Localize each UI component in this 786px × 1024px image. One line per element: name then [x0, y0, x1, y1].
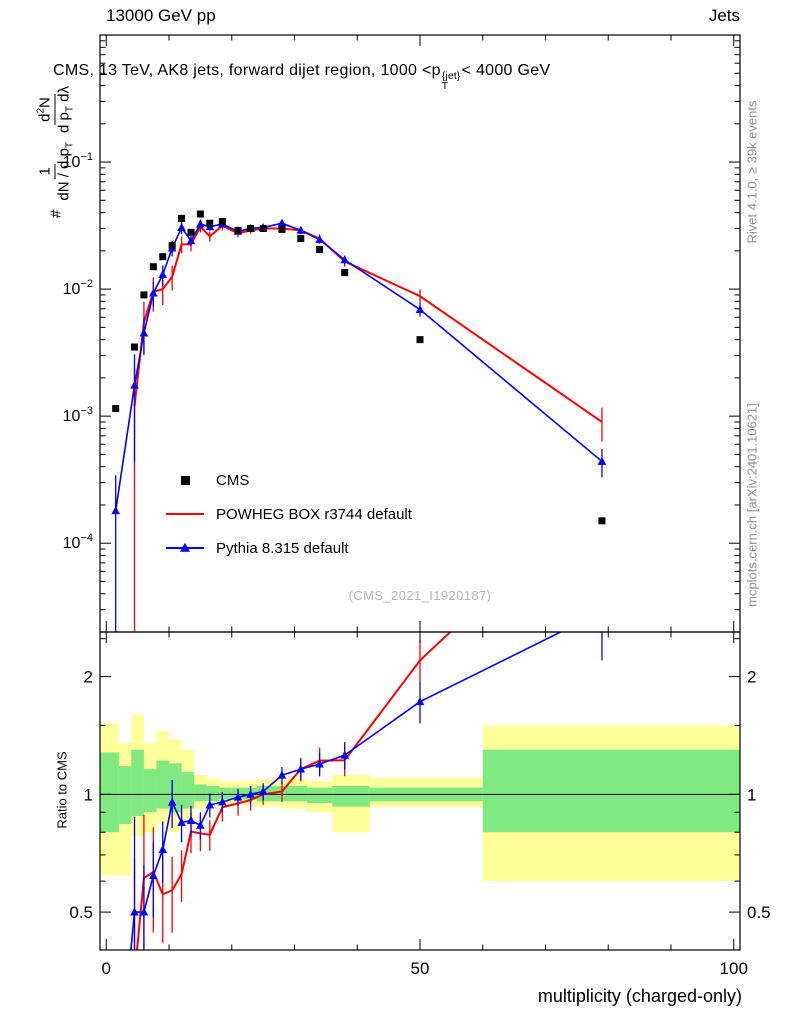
- legend: CMS POWHEG BOX r3744 default Pythia 8.31…: [163, 463, 412, 565]
- ratio-uncertainty-bands: [100, 714, 740, 882]
- svg-text:50: 50: [411, 959, 430, 978]
- plot-title-pre: CMS, 13 TeV, AK8 jets, forward dijet reg…: [53, 62, 441, 79]
- legend-item-powheg: POWHEG BOX r3744 default: [163, 497, 412, 531]
- legend-item-pythia: Pythia 8.315 default: [163, 531, 412, 565]
- axis-ticks: [100, 35, 740, 950]
- plot-title: CMS, 13 TeV, AK8 jets, forward dijet reg…: [53, 62, 550, 91]
- mcplots-arxiv-label: mcplots.cern.ch [arXiv:2401.10621]: [744, 403, 760, 607]
- pythia-triangle-marker-icon: [180, 542, 190, 552]
- powheg-line-marker-icon: [166, 513, 204, 515]
- rivet-version-label: Rivet 4.1.0, ≥ 39k events: [744, 100, 760, 244]
- header-beam-energy: 13000 GeV pp: [106, 6, 216, 25]
- svg-text:2: 2: [747, 668, 756, 687]
- svg-text:10−1: 10−1: [63, 151, 93, 171]
- header-process: Jets: [708, 6, 740, 25]
- legend-label-powheg: POWHEG BOX r3744 default: [216, 505, 412, 523]
- svg-text:100: 100: [720, 959, 748, 978]
- plot-title-supsub: {jet} T: [442, 72, 461, 91]
- legend-item-cms: CMS: [163, 463, 412, 497]
- svg-text:10−3: 10−3: [63, 405, 93, 425]
- main-series-pythia: [111, 218, 607, 632]
- ylabel-fraction-1: 1 dN / d pT: [36, 142, 75, 201]
- ratio-y-axis-label: Ratio to CMS: [54, 751, 70, 829]
- svg-text:0.5: 0.5: [69, 903, 93, 922]
- legend-label-pythia: Pythia 8.315 default: [216, 539, 349, 557]
- cms-square-marker-icon: [180, 475, 190, 485]
- ylabel-hash: #: [47, 209, 65, 218]
- plot-title-post: < 4000 GeV: [461, 62, 551, 79]
- plot-title-sub: T: [441, 80, 449, 92]
- svg-text:2: 2: [84, 668, 93, 687]
- svg-text:1: 1: [84, 785, 93, 804]
- svg-text:1: 1: [747, 785, 756, 804]
- analysis-id-watermark: (CMS_2021_I1920187): [348, 588, 492, 603]
- ratio-series-pythia: [130, 632, 603, 950]
- x-axis-label: multiplicity (charged-only): [537, 986, 742, 1006]
- svg-text:10−2: 10−2: [63, 278, 93, 298]
- main-series-cms: [112, 210, 606, 525]
- axis-tick-labels: 10−1 10−2 10−3 10−4 2 2 1 1 0.5 0.5 0 50 100: [63, 151, 771, 978]
- svg-text:0.5: 0.5: [747, 903, 771, 922]
- legend-label-cms: CMS: [216, 471, 250, 489]
- ylabel-fraction-2: d2N d pT dλ: [35, 86, 76, 133]
- svg-text:10−4: 10−4: [63, 532, 93, 552]
- main-y-axis-label: # 1 dN / d pT d2N d pT dλ: [35, 86, 77, 218]
- plot-title-sup: {jet}: [441, 71, 461, 82]
- svg-text:0: 0: [102, 959, 111, 978]
